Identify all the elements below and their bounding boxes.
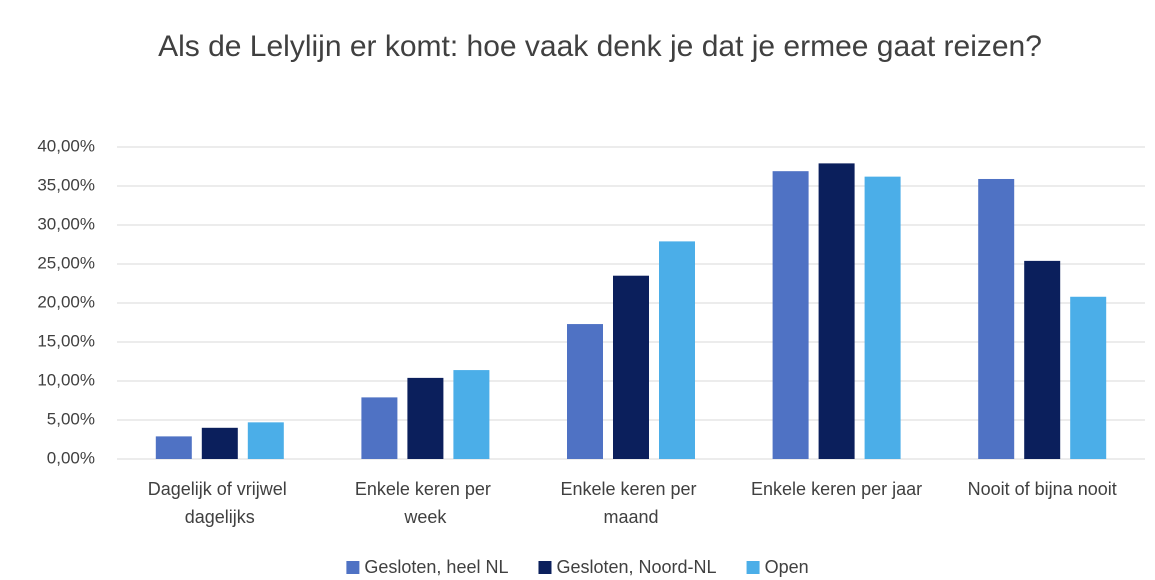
y-tick-label: 40,00% [37, 136, 95, 155]
y-tick-label: 25,00% [37, 253, 95, 272]
legend-label: Open [765, 557, 809, 577]
y-tick-label: 35,00% [37, 175, 95, 194]
bar [247, 422, 284, 459]
bar [659, 241, 695, 459]
bar [361, 397, 398, 459]
bar [453, 370, 490, 459]
y-tick-label: 15,00% [37, 331, 95, 350]
bar [201, 427, 238, 459]
y-tick-label: 10,00% [37, 370, 95, 389]
x-tick-label: Enkele keren per week [355, 479, 496, 527]
legend-swatch [346, 561, 360, 574]
bar [407, 377, 444, 459]
bar [613, 275, 649, 459]
y-tick-label: 0,00% [47, 448, 95, 467]
x-tick-label: Nooit of bijna nooit [968, 479, 1117, 499]
y-tick-label: 5,00% [47, 409, 95, 428]
y-tick-label: 30,00% [37, 214, 95, 233]
legend-label: Gesloten, Noord-NL [556, 557, 716, 577]
bar [1070, 296, 1107, 459]
legend-label: Gesloten, heel NL [364, 557, 508, 577]
x-tick-label: Enkele keren per maand [560, 479, 701, 527]
bar [978, 178, 1015, 460]
x-tick-label: Enkele keren per jaar [751, 479, 922, 499]
chart-title: Als de Lelylijn er komt: hoe vaak denk j… [158, 30, 1042, 63]
bar [1024, 260, 1061, 459]
bar [818, 163, 855, 459]
legend-swatch [538, 561, 552, 574]
bar [864, 176, 901, 459]
bar [155, 436, 192, 459]
x-tick-label: Dagelijk of vrijwel dagelijks [148, 479, 292, 527]
y-tick-label: 20,00% [37, 292, 95, 311]
bar [772, 171, 809, 459]
bar [567, 324, 603, 459]
legend-swatch [746, 561, 760, 574]
